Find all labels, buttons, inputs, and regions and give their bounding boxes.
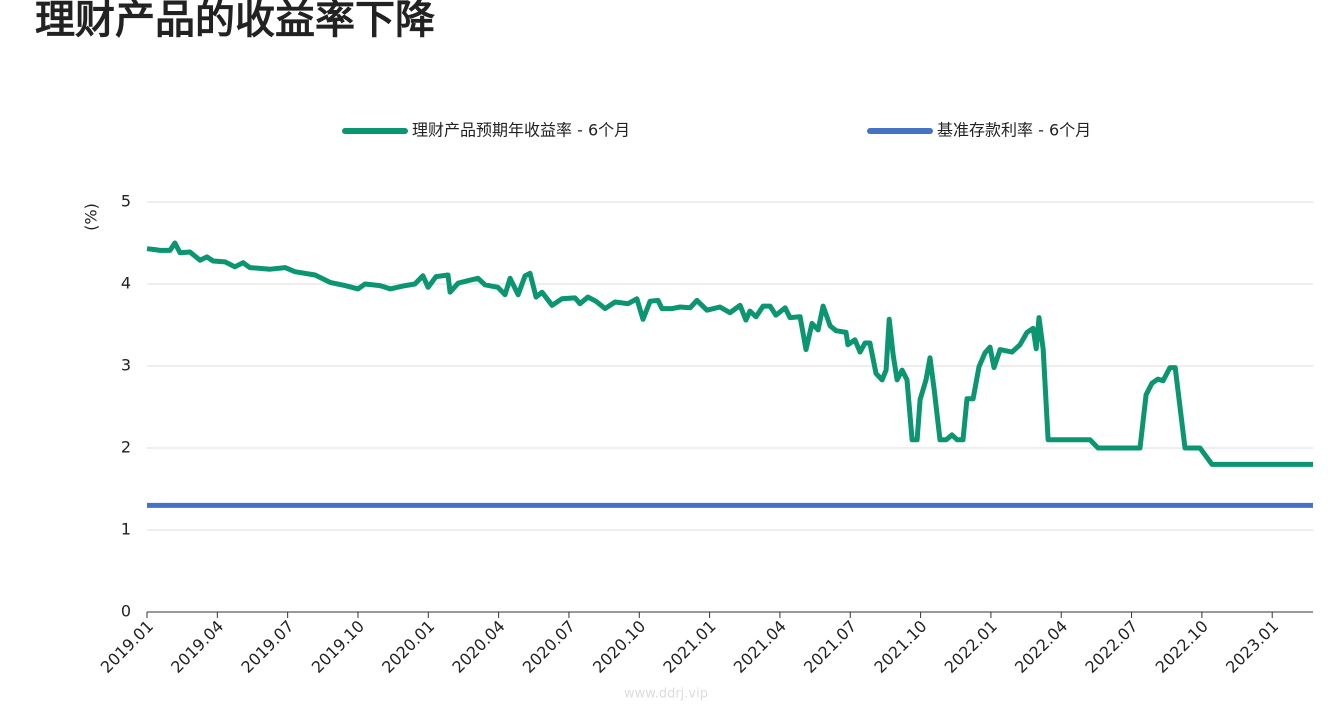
x-tick-label: 2021.01	[659, 617, 719, 677]
x-tick-label: 2020.04	[448, 617, 508, 677]
y-tick-label: 2	[121, 438, 131, 457]
x-tick-label: 2021.10	[870, 617, 930, 677]
x-tick-label: 2023.01	[1222, 617, 1282, 677]
x-tick-label: 2022.10	[1152, 617, 1212, 677]
x-tick-label: 2021.04	[730, 617, 790, 677]
y-tick-label: 3	[121, 356, 131, 375]
y-tick-label: 0	[121, 602, 131, 621]
y-axis-label: (%)	[82, 203, 101, 231]
x-tick-label: 2022.01	[941, 617, 1001, 677]
y-tick-label: 5	[121, 192, 131, 211]
chart-title: 理财产品的收益率下降	[35, 0, 435, 43]
x-tick-label: 2020.01	[378, 617, 438, 677]
x-tick-label: 2020.07	[519, 617, 579, 677]
x-tick-label: 2019.07	[237, 617, 297, 677]
y-tick-label: 1	[121, 520, 131, 539]
x-tick-label: 2021.07	[800, 617, 860, 677]
x-tick-label: 2022.07	[1081, 617, 1141, 677]
x-tick-label: 2019.04	[167, 617, 227, 677]
legend-label: 理财产品预期年收益率 - 6个月	[412, 121, 630, 140]
x-tick-label: 2022.04	[1011, 617, 1071, 677]
watermark: www.ddrj.vip	[624, 687, 708, 702]
x-tick-label: 2019.10	[308, 617, 368, 677]
x-tick-label: 2019.01	[97, 617, 157, 677]
x-tick-label: 2020.10	[589, 617, 649, 677]
legend-label: 基准存款利率 - 6个月	[937, 121, 1091, 140]
y-tick-label: 4	[121, 274, 131, 293]
series-line	[146, 240, 1313, 467]
